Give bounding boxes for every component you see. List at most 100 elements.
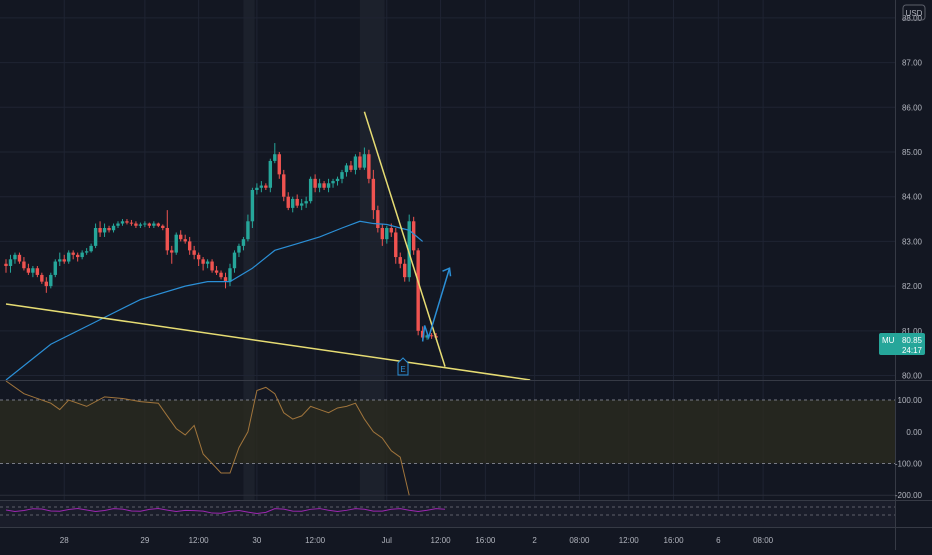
- candle[interactable]: [138, 222, 143, 228]
- candle[interactable]: [340, 169, 344, 184]
- candle[interactable]: [93, 223, 98, 249]
- candle[interactable]: [192, 245, 196, 260]
- candle[interactable]: [58, 252, 62, 266]
- candle[interactable]: [259, 181, 264, 193]
- candle[interactable]: [71, 250, 75, 260]
- candle[interactable]: [344, 163, 349, 177]
- candle[interactable]: [4, 259, 8, 273]
- candle[interactable]: [403, 259, 407, 282]
- candle[interactable]: [295, 194, 299, 208]
- candle[interactable]: [147, 222, 152, 228]
- candle[interactable]: [214, 266, 219, 275]
- candle[interactable]: [53, 259, 57, 278]
- candle[interactable]: [223, 272, 228, 289]
- candle[interactable]: [152, 221, 156, 228]
- candle[interactable]: [8, 254, 13, 273]
- candle[interactable]: [183, 234, 187, 244]
- candle[interactable]: [62, 254, 66, 264]
- candle[interactable]: [398, 252, 402, 269]
- candle[interactable]: [170, 245, 174, 264]
- candle[interactable]: [116, 221, 120, 228]
- candle[interactable]: [75, 252, 80, 262]
- candle[interactable]: [308, 176, 313, 204]
- candle[interactable]: [376, 205, 380, 233]
- candle[interactable]: [44, 277, 49, 293]
- candle[interactable]: [174, 232, 178, 255]
- candle[interactable]: [98, 221, 102, 237]
- candle[interactable]: [282, 169, 286, 202]
- candle[interactable]: [241, 236, 246, 251]
- lower-trendline[interactable]: [5, 303, 531, 381]
- candle[interactable]: [89, 243, 93, 253]
- candle[interactable]: [143, 221, 147, 228]
- candles[interactable]: [4, 143, 438, 340]
- candle[interactable]: [335, 176, 340, 186]
- candle[interactable]: [179, 230, 183, 242]
- candle[interactable]: [40, 272, 44, 284]
- candle[interactable]: [49, 272, 53, 289]
- candle[interactable]: [429, 333, 434, 339]
- candle[interactable]: [120, 219, 125, 226]
- candle[interactable]: [84, 248, 89, 255]
- drawings[interactable]: [5, 111, 531, 381]
- candle[interactable]: [286, 192, 290, 211]
- candle[interactable]: [331, 178, 335, 188]
- projection-arrow[interactable]: [421, 268, 451, 342]
- candle[interactable]: [299, 198, 304, 211]
- candle[interactable]: [407, 214, 411, 282]
- candle[interactable]: [201, 257, 205, 271]
- candle[interactable]: [385, 225, 389, 244]
- currency-badge[interactable]: USD: [902, 4, 926, 21]
- candle[interactable]: [380, 223, 385, 246]
- candle[interactable]: [317, 178, 322, 193]
- candle[interactable]: [304, 196, 308, 208]
- candle[interactable]: [349, 160, 353, 173]
- candle[interactable]: [232, 250, 237, 273]
- candle[interactable]: [411, 216, 416, 255]
- earnings-marker[interactable]: E: [397, 357, 409, 376]
- time-axis[interactable]: 28 29 12:00 30 12:00 Jul 12:00 16:00 2 08:00 12:00…: [60, 536, 774, 545]
- candle[interactable]: [268, 158, 273, 193]
- candle[interactable]: [210, 259, 214, 273]
- candle[interactable]: [246, 214, 250, 242]
- price-axis[interactable]: 88.00 87.00 86.00 85.00 84.00 83.00 82.00 81.00…: [895, 14, 923, 500]
- candle[interactable]: [250, 187, 255, 228]
- candle[interactable]: [219, 270, 223, 280]
- candle[interactable]: [362, 147, 367, 170]
- candle[interactable]: [129, 219, 134, 226]
- candle[interactable]: [255, 183, 259, 195]
- candle[interactable]: [17, 252, 22, 264]
- candle[interactable]: [35, 266, 40, 278]
- candle[interactable]: [26, 263, 31, 275]
- candle[interactable]: [205, 259, 210, 269]
- candle[interactable]: [228, 263, 232, 287]
- candle[interactable]: [165, 210, 169, 255]
- candle[interactable]: [264, 183, 268, 190]
- candle[interactable]: [161, 224, 165, 231]
- candle[interactable]: [107, 225, 111, 233]
- candle[interactable]: [111, 223, 116, 233]
- candle[interactable]: [367, 149, 371, 184]
- candle[interactable]: [187, 236, 192, 255]
- candle[interactable]: [273, 143, 277, 164]
- candle[interactable]: [291, 196, 295, 213]
- candle[interactable]: [322, 181, 326, 190]
- candle[interactable]: [31, 266, 35, 278]
- upper-trendline[interactable]: [363, 111, 446, 367]
- candle[interactable]: [358, 152, 362, 170]
- candle[interactable]: [313, 174, 317, 193]
- candle[interactable]: [125, 219, 129, 225]
- candle[interactable]: [80, 250, 84, 260]
- candle[interactable]: [156, 222, 161, 228]
- candle[interactable]: [353, 154, 358, 175]
- candle[interactable]: [416, 248, 420, 336]
- candle[interactable]: [371, 169, 376, 220]
- candle[interactable]: [67, 250, 71, 264]
- candle[interactable]: [134, 221, 138, 228]
- candle[interactable]: [326, 178, 331, 193]
- candle[interactable]: [196, 252, 201, 266]
- candle[interactable]: [13, 252, 17, 264]
